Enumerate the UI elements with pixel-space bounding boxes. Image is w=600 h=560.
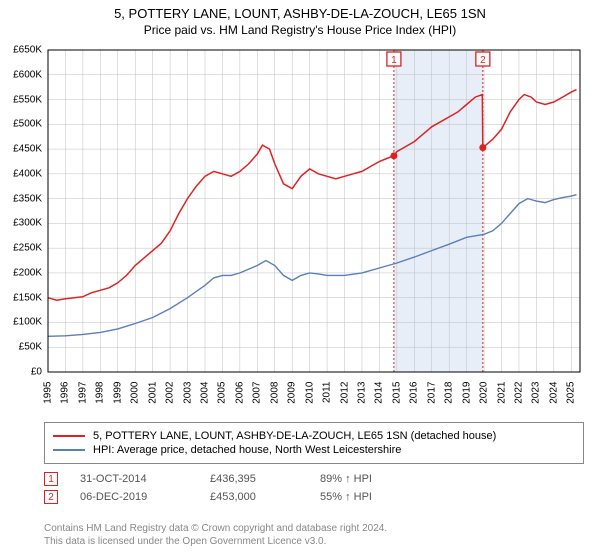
legend-label: 5, POTTERY LANE, LOUNT, ASHBY-DE-LA-ZOUC… [93,430,496,442]
sale-price: £453,000 [210,491,320,503]
x-axis-label: 2021 [496,382,507,404]
x-axis-label: 2006 [234,382,245,404]
legend-item: 5, POTTERY LANE, LOUNT, ASHBY-DE-LA-ZOUC… [53,430,575,442]
footnote-line-1: Contains HM Land Registry data © Crown c… [44,522,584,535]
x-axis-label: 2012 [339,382,350,404]
x-axis-label: 2014 [374,382,385,404]
sale-hpi: 89% ↑ HPI [320,473,420,485]
y-axis-label: £550K [13,94,42,105]
x-axis-label: 2024 [548,382,559,404]
legend-color-swatch [53,449,85,451]
sale-hpi: 55% ↑ HPI [320,491,420,503]
y-axis-label: £500K [13,119,42,130]
x-axis-label: 1998 [95,382,106,404]
x-axis-label: 2000 [130,382,141,404]
x-axis-label: 2001 [147,382,158,404]
y-axis-label: £600K [13,69,42,80]
sale-price: £436,395 [210,473,320,485]
y-axis-label: £450K [13,144,42,155]
x-axis-label: 2004 [199,382,210,404]
y-axis-label: £400K [13,168,42,179]
sale-marker-icon: 2 [44,490,58,504]
x-axis-label: 1999 [112,382,123,404]
legend-label: HPI: Average price, detached house, Nort… [93,444,401,456]
x-axis-label: 2003 [182,382,193,404]
x-axis-label: 2017 [426,382,437,404]
x-axis-label: 2020 [479,382,490,404]
x-axis-label: 2009 [287,382,298,404]
y-axis-label: £350K [13,193,42,204]
title-line-2: Price paid vs. HM Land Registry's House … [0,23,600,37]
x-axis-label: 2015 [391,382,402,404]
x-axis-label: 2010 [304,382,315,404]
x-axis-label: 2013 [356,382,367,404]
x-axis-label: 2019 [461,382,472,404]
y-axis-label: £300K [13,218,42,229]
x-axis-label: 2007 [252,382,263,404]
y-axis-label: £150K [13,292,42,303]
x-axis-label: 2011 [322,382,333,404]
legend: 5, POTTERY LANE, LOUNT, ASHBY-DE-LA-ZOUC… [44,422,584,464]
sale-row: 1 31-OCT-2014£436,39589% ↑ HPI [44,472,584,486]
x-axis-label: 2002 [165,382,176,404]
y-axis-label: £50K [19,342,42,353]
y-axis-label: £250K [13,243,42,254]
x-axis-label: 2022 [513,382,524,404]
y-axis-label: £100K [13,317,42,328]
sale-date: 31-OCT-2014 [80,473,210,485]
chart-title-block: 5, POTTERY LANE, LOUNT, ASHBY-DE-LA-ZOUC… [0,0,600,37]
y-axis-label: £200K [13,267,42,278]
x-axis-label: 1997 [77,382,88,404]
sale-marker-icon: 1 [44,472,58,486]
footnote: Contains HM Land Registry data © Crown c… [44,522,584,548]
legend-color-swatch [53,435,85,437]
sales-table: 1 31-OCT-2014£436,39589% ↑ HPI 2 06-DEC-201… [44,468,584,508]
legend-item: HPI: Average price, detached house, Nort… [53,444,575,456]
x-axis-label: 2008 [269,382,280,404]
x-axis-label: 2025 [566,382,577,404]
footnote-line-2: This data is licensed under the Open Gov… [44,535,584,548]
x-axis-label: 2023 [531,382,542,404]
sale-row: 2 06-DEC-2019£453,00055% ↑ HPI [44,490,584,504]
title-line-1: 5, POTTERY LANE, LOUNT, ASHBY-DE-LA-ZOUC… [0,6,600,21]
y-axis-label: £0 [31,367,42,378]
x-axis-label: 1995 [43,382,54,404]
x-axis-label: 2016 [409,382,420,404]
x-axis-label: 2005 [217,382,228,404]
y-axis-label: £650K [13,45,42,56]
x-axis-label: 1996 [60,382,71,404]
x-axis-label: 2018 [444,382,455,404]
chart-area: 12 £0£50K£100K£150K£200K£250K£300K£350K£… [44,46,584,406]
sale-date: 06-DEC-2019 [80,491,210,503]
